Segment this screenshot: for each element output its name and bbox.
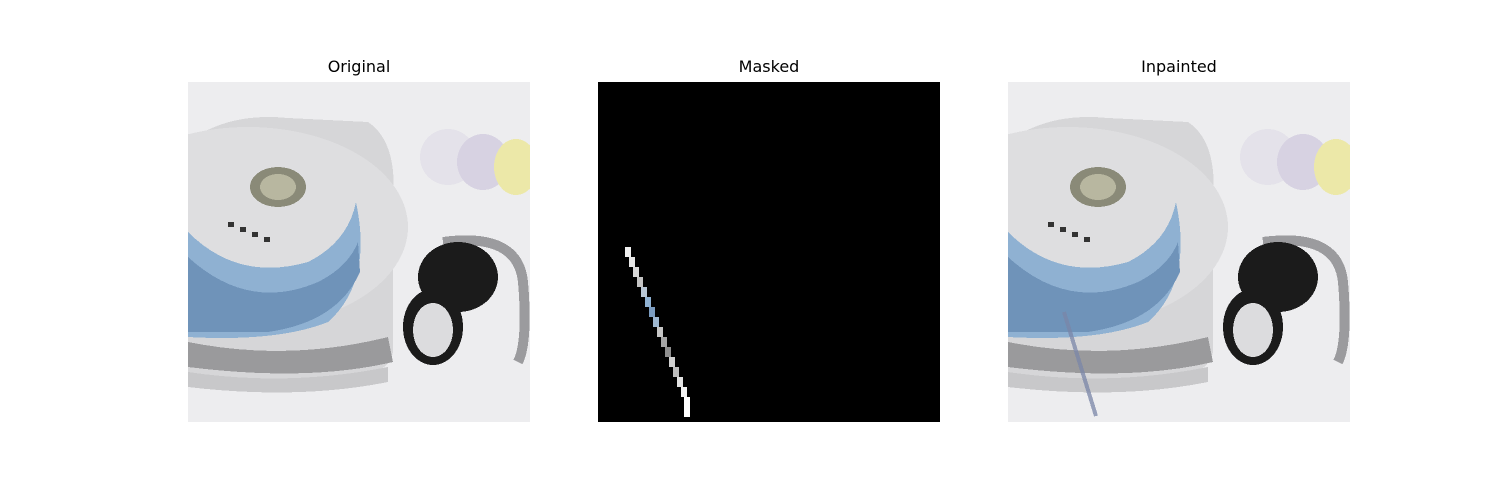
original-panel-title: Original <box>327 57 391 76</box>
masked-panel-title: Masked <box>738 57 800 76</box>
masked-image <box>598 82 940 422</box>
original-image <box>188 82 530 422</box>
inpainted-image <box>1008 82 1350 422</box>
inpainted-panel-title: Inpainted <box>1141 57 1217 76</box>
